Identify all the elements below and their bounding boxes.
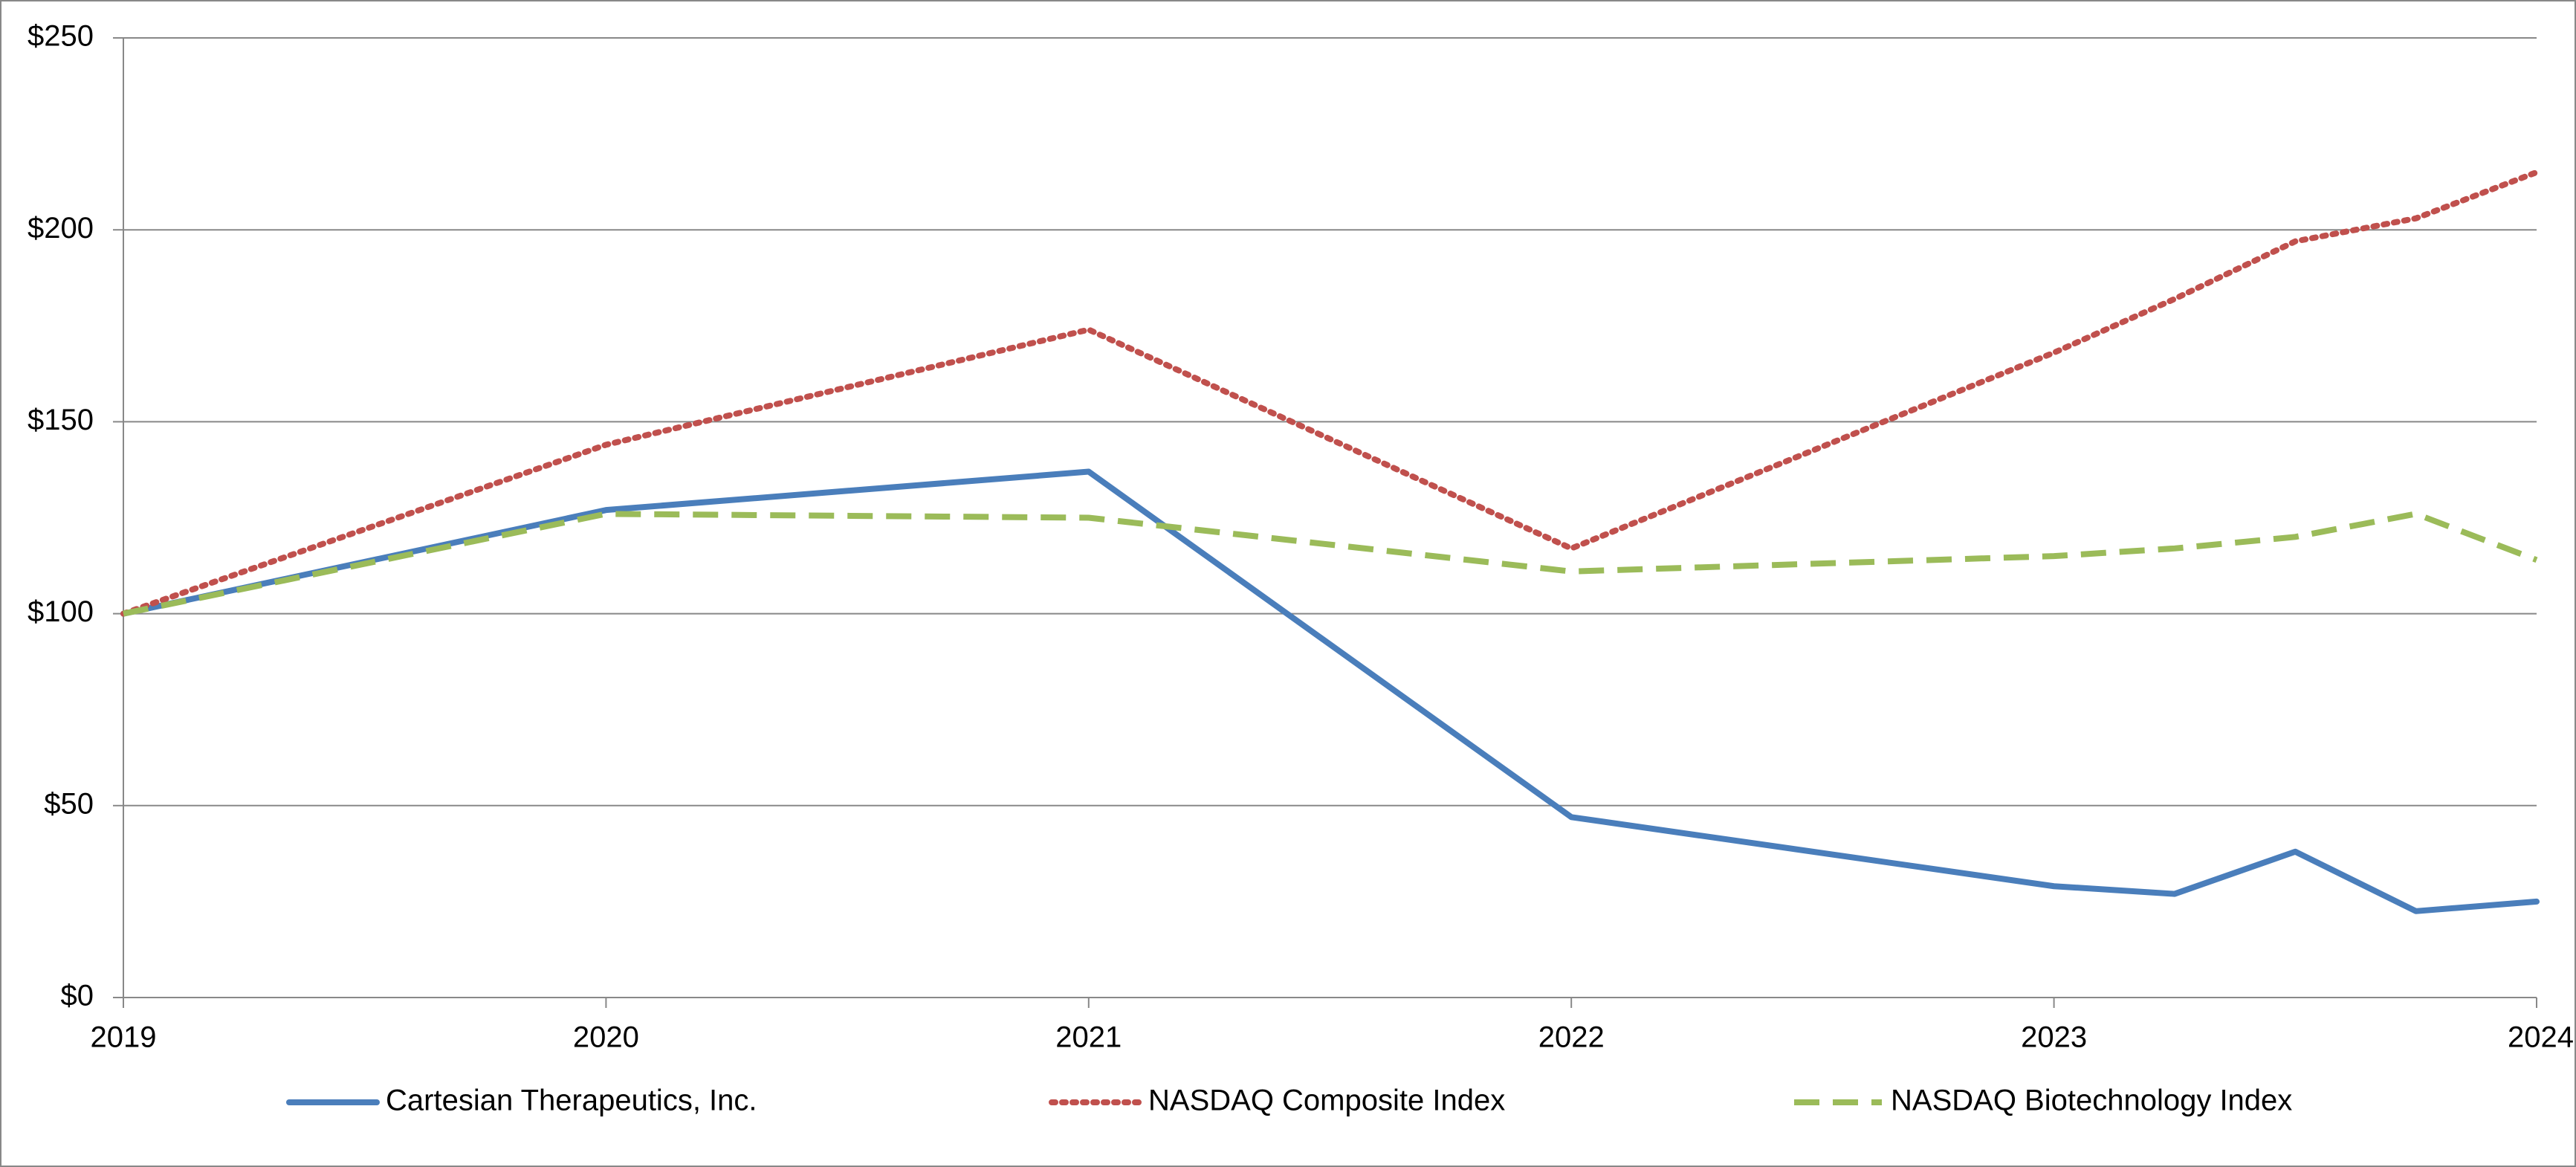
y-tick-label: $100 [27,595,94,628]
x-tick-label: 2023 [2021,1021,2087,1054]
x-tick-label: 2022 [1538,1021,1605,1054]
series-line [120,468,2540,914]
y-tick-label: $0 [61,980,94,1012]
x-tick-label: 2021 [1055,1021,1122,1054]
series-line [123,511,2538,617]
x-tick-label: 2019 [91,1021,157,1054]
y-tick-label: $150 [27,404,94,436]
y-tick-label: $200 [27,212,94,245]
series-line [120,169,2540,617]
legend-label: NASDAQ Biotechnology Index [1891,1084,2292,1117]
legend-label: Cartesian Therapeutics, Inc. [386,1084,757,1117]
y-tick-label: $250 [27,20,94,53]
x-tick-label: 2024 [2508,1021,2574,1054]
x-tick-label: 2020 [573,1021,639,1054]
legend-label: NASDAQ Composite Index [1148,1084,1505,1117]
y-tick-label: $50 [44,787,94,820]
